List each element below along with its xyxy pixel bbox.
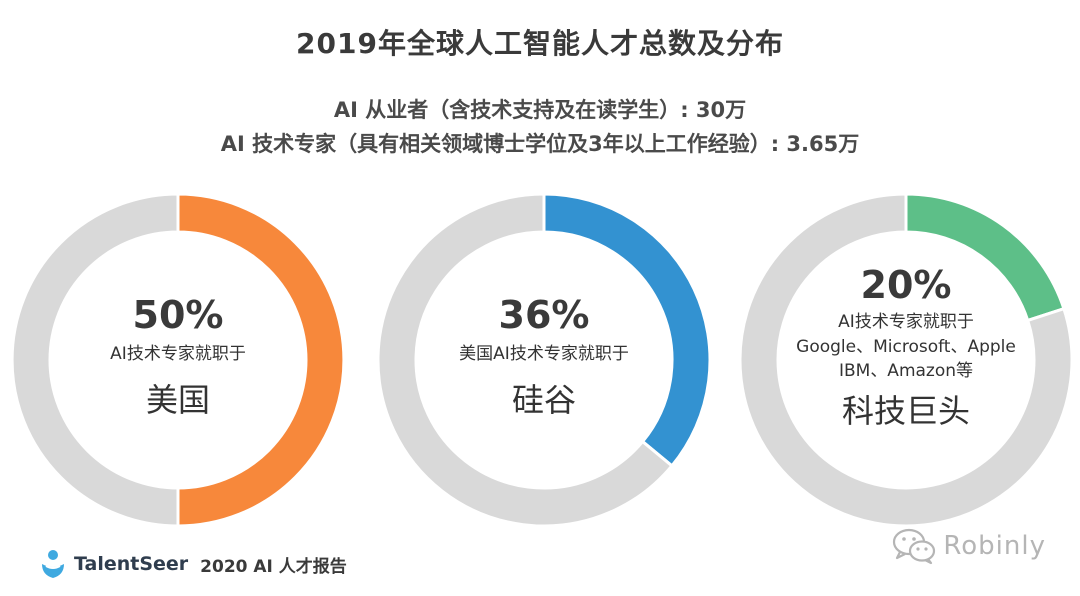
page-title: 2019年全球人工智能人才总数及分布 (296, 27, 784, 60)
brand-name: TalentSeer (74, 553, 189, 575)
description-line: AI技术专家就职于 (838, 312, 974, 332)
category-label: 美国 (145, 380, 210, 419)
donut-slice-rest (738, 192, 1074, 528)
donut-svg (376, 192, 712, 528)
talentseer-logo-icon (42, 550, 64, 578)
donut-slice-rest (10, 192, 180, 528)
percent-label: 50% (132, 293, 224, 337)
description-line: IBM、Amazon等 (838, 361, 974, 382)
category-label: 硅谷 (511, 380, 576, 419)
description-line: Google、Microsoft、Apple (796, 336, 1016, 357)
watermark: Robinly (891, 527, 1046, 565)
description-line: AI技术专家就职于 (110, 344, 246, 364)
donut-slice-highlight (176, 192, 346, 528)
donut-svg (738, 192, 1074, 528)
donut-chart-silicon-valley: 36% 美国AI技术专家就职于 硅谷 (376, 192, 712, 528)
description-line: 美国AI技术专家就职于 (459, 344, 629, 364)
percent-label: 20% (860, 263, 952, 307)
subtitle-experts: AI 技术专家（具有相关领域博士学位及3年以上工作经验）: 3.65万 (220, 132, 860, 156)
report-name: 2020 AI 人才报告 (200, 556, 347, 577)
watermark-text: Robinly (943, 531, 1046, 561)
category-label: 科技巨头 (841, 391, 970, 430)
wechat-icon (893, 528, 936, 565)
donut-slice-rest (376, 192, 675, 528)
donut-chart-usa: 50% AI技术专家就职于 美国 (10, 192, 346, 528)
percent-label: 36% (498, 293, 590, 337)
donut-chart-tech-giants: 20% AI技术专家就职于 Google、Microsoft、Apple IBM… (738, 192, 1074, 528)
subtitle-practitioners: AI 从业者（含技术支持及在读学生）: 30万 (333, 98, 747, 122)
footer-brand: TalentSeer 2020 AI 人才报告 (38, 548, 347, 580)
donut-svg (10, 192, 346, 528)
